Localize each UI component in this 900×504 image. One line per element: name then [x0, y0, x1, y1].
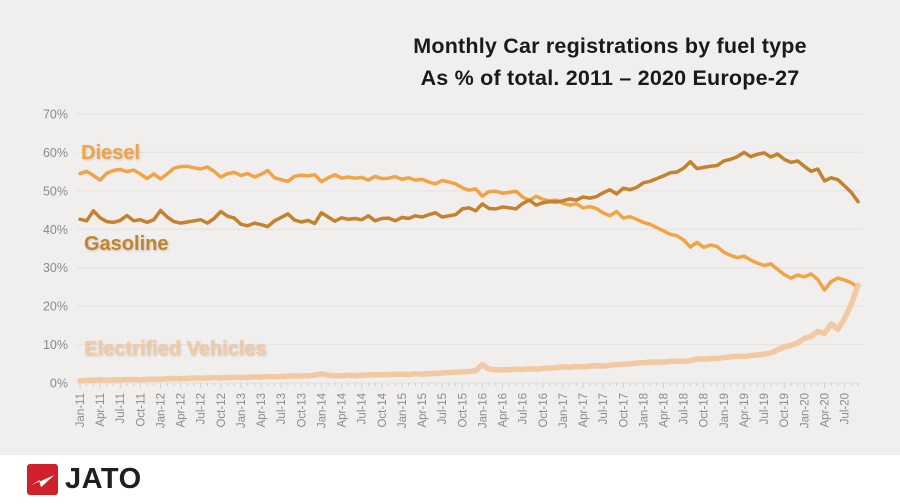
chart-region: Monthly Car registrations by fuel type A… [0, 0, 900, 455]
gasoline-series-label: Gasoline [84, 233, 169, 255]
svg-text:Jan-15: Jan-15 [397, 393, 409, 428]
jato-logo: JATO [27, 463, 142, 496]
svg-text:Oct-12: Oct-12 [216, 393, 228, 428]
svg-text:60%: 60% [43, 146, 68, 160]
jato-logo-text: JATO [65, 463, 142, 495]
svg-text:Jan-13: Jan-13 [236, 393, 248, 428]
svg-text:Jan-12: Jan-12 [156, 393, 168, 428]
svg-text:Apr-12: Apr-12 [176, 393, 188, 428]
svg-text:Jul-20: Jul-20 [840, 393, 852, 424]
svg-text:Apr-20: Apr-20 [820, 393, 832, 428]
svg-text:Apr-18: Apr-18 [659, 393, 671, 428]
svg-text:Jul-15: Jul-15 [437, 393, 449, 424]
fuel-share-chart-svg: 0% 10% 20% 30% 40% 50% 60% 70% Jan-11 Apr-11 Jul-1… [43, 108, 862, 428]
svg-text:Jul-13: Jul-13 [276, 393, 288, 424]
svg-text:Oct-18: Oct-18 [699, 393, 711, 428]
svg-text:Apr-15: Apr-15 [417, 393, 429, 428]
svg-text:Oct-17: Oct-17 [618, 393, 630, 428]
svg-text:Oct-16: Oct-16 [538, 393, 550, 428]
svg-text:Apr-11: Apr-11 [95, 393, 107, 427]
svg-text:Jan-14: Jan-14 [316, 392, 328, 428]
chart-title: Monthly Car registrations by fuel type [413, 34, 807, 58]
svg-text:Apr-14: Apr-14 [337, 392, 349, 427]
chart-header: Monthly Car registrations by fuel type A… [320, 30, 900, 94]
svg-text:Jul-19: Jul-19 [759, 393, 771, 424]
svg-text:Oct-14: Oct-14 [377, 392, 389, 427]
svg-text:Apr-13: Apr-13 [256, 393, 268, 428]
svg-text:Jul-14: Jul-14 [357, 392, 369, 424]
svg-text:30%: 30% [43, 261, 68, 275]
electrified-series-label: Electrified Vehicles [84, 338, 267, 360]
svg-text:10%: 10% [43, 338, 68, 352]
svg-text:Jul-16: Jul-16 [518, 393, 530, 424]
svg-text:Jan-20: Jan-20 [799, 393, 811, 428]
chart-subtitle: As % of total. 2011 – 2020 Europe-27 [420, 66, 800, 90]
svg-text:Jan-18: Jan-18 [638, 393, 650, 428]
svg-text:Oct-13: Oct-13 [296, 393, 308, 428]
svg-text:Jul-18: Jul-18 [679, 393, 691, 424]
svg-text:Jul-17: Jul-17 [598, 393, 610, 424]
svg-text:Oct-15: Oct-15 [457, 393, 469, 428]
svg-text:Oct-19: Oct-19 [779, 393, 791, 428]
svg-text:Jan-11: Jan-11 [75, 393, 87, 427]
svg-text:Jul-11: Jul-11 [115, 393, 127, 423]
footer: JATO [0, 455, 900, 504]
svg-text:Apr-16: Apr-16 [498, 393, 510, 428]
svg-text:40%: 40% [43, 223, 68, 237]
diesel-series-label: Diesel [81, 142, 140, 164]
svg-text:Jul-12: Jul-12 [196, 393, 208, 424]
jato-arrow-icon [27, 464, 58, 495]
svg-text:Jan-16: Jan-16 [477, 393, 489, 428]
svg-text:Jan-17: Jan-17 [558, 393, 570, 428]
svg-text:Oct-11: Oct-11 [135, 393, 147, 427]
svg-text:Jan-19: Jan-19 [719, 393, 731, 428]
svg-text:50%: 50% [43, 184, 68, 198]
svg-text:Apr-19: Apr-19 [739, 393, 751, 428]
svg-text:20%: 20% [43, 300, 68, 314]
svg-text:Apr-17: Apr-17 [578, 393, 590, 428]
svg-text:70%: 70% [43, 108, 68, 122]
svg-text:0%: 0% [50, 377, 68, 391]
